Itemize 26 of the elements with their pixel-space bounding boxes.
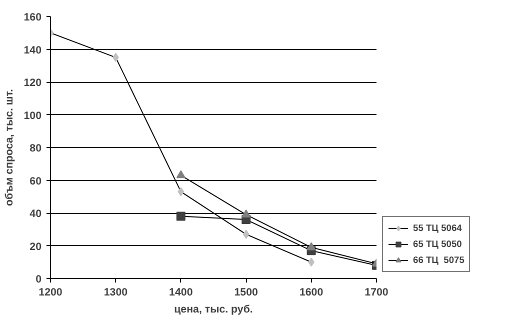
legend-label: 65 ТЦ 5050	[413, 238, 462, 250]
y-tick-label: 60	[30, 175, 42, 188]
legend-label: 55 ТЦ 5064	[413, 222, 462, 234]
point	[176, 212, 186, 221]
x-tick-label: 1500	[234, 286, 258, 298]
y-tick-label: 140	[24, 44, 42, 56]
x-tick-label: 1700	[364, 286, 388, 298]
y-tick-label: 160	[24, 12, 42, 24]
y-tick-label: 100	[24, 110, 42, 122]
x-tick-label: 1300	[104, 286, 128, 298]
point	[242, 230, 250, 239]
point	[306, 242, 316, 250]
y-tick-label: 40	[30, 208, 42, 220]
point	[176, 170, 186, 178]
x-tick-label: 1200	[38, 286, 62, 298]
y-axis-title: объм спроса, тыс. шт.	[4, 88, 16, 206]
y-tick-label: 20	[30, 240, 42, 253]
y-tick-label: 0	[36, 274, 42, 286]
x-tick-label: 1400	[169, 286, 193, 298]
x-axis-title: цена, тыс. руб.	[174, 304, 253, 316]
legend-label: 66 ТЦ 5075	[413, 254, 464, 266]
y-tick-label: 120	[24, 77, 42, 89]
point	[242, 210, 251, 218]
point	[178, 187, 184, 196]
x-tick-label: 1600	[299, 286, 324, 298]
y-tick-label: 80	[30, 142, 42, 154]
